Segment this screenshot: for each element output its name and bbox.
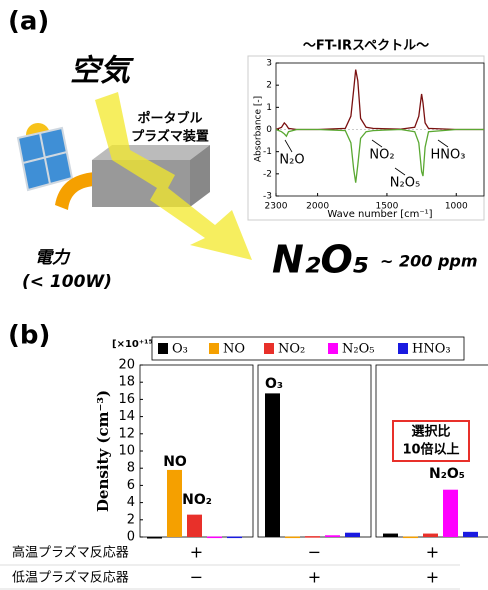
legend-swatch <box>328 343 338 354</box>
annotation: NO₂ <box>369 148 394 163</box>
condition-label: 高温プラズマ反応器 <box>12 545 129 561</box>
x-tick-label: 2300 <box>265 202 288 212</box>
y-tick-label: -1 <box>263 147 272 157</box>
y-tick-label: 10 <box>118 444 135 459</box>
annotation: N₂O₅ <box>429 466 465 482</box>
highlight-text: 選択比 <box>411 424 450 440</box>
bar <box>383 534 398 537</box>
y-tick-label: 0 <box>266 125 272 135</box>
annotation: HNO₃ <box>431 148 466 163</box>
spectrum-line <box>276 70 484 130</box>
x-tick-label: 1000 <box>445 202 468 212</box>
legend-swatch <box>158 343 168 354</box>
annotation-leader <box>395 168 405 175</box>
subplot-frame <box>140 365 253 537</box>
highlight-text: 10倍以上 <box>402 442 459 458</box>
y-tick-label: 12 <box>118 426 135 441</box>
y-tick-label: 2 <box>127 512 135 527</box>
y-axis-label: Absorbance [-] <box>254 96 264 162</box>
scale-label: [×10⁺¹⁵] <box>112 339 157 350</box>
condition-value: − <box>308 543 321 562</box>
condition-label: 低温プラズマ反応器 <box>12 570 129 586</box>
spectrum-frame <box>248 56 484 220</box>
y-tick-label: 18 <box>118 375 135 390</box>
condition-value: + <box>308 568 321 587</box>
solar-panel <box>18 123 72 190</box>
bar <box>325 535 340 537</box>
legend-label: NO₂ <box>278 342 305 357</box>
y-tick-label: 3 <box>266 59 272 69</box>
bar <box>403 537 418 539</box>
product-label: N₂O₅ <box>272 238 369 282</box>
bar <box>227 537 242 539</box>
condition-value: + <box>426 568 439 587</box>
x-tick-label: 2000 <box>306 202 329 212</box>
legend-label: HNO₃ <box>412 342 451 357</box>
bar <box>207 537 222 539</box>
y-tick-label: 14 <box>118 409 135 424</box>
legend-swatch <box>398 343 408 354</box>
condition-value: − <box>190 568 203 587</box>
panel-label: (a) <box>8 7 49 37</box>
air-label: 空気 <box>70 54 134 89</box>
bar <box>443 490 458 537</box>
power-label: 電力 <box>35 248 71 268</box>
y-tick-label: 2 <box>266 81 272 91</box>
power-limit: (< 100W) <box>22 272 112 292</box>
bar <box>285 537 300 539</box>
device-label: ポータブル <box>137 111 202 127</box>
y-tick-label: 4 <box>127 495 135 510</box>
concentration-label: ~ 200 ppm <box>380 252 478 271</box>
bar <box>305 536 320 538</box>
y-tick-label: -3 <box>263 192 272 202</box>
condition-value: + <box>190 543 203 562</box>
legend-label: O₃ <box>172 342 188 357</box>
bar <box>167 470 182 537</box>
annotation: NO <box>163 454 187 470</box>
figure: (a) 空気 ポータブル プラズマ装置 電力 (< 100W) N₂O₅ ~ 2… <box>0 0 488 590</box>
y-tick-label: 16 <box>118 392 135 407</box>
bar <box>147 537 162 539</box>
y-tick-label: 20 <box>118 358 135 373</box>
annotation: N₂O <box>279 153 304 168</box>
legend-label: NO <box>223 342 245 357</box>
annotation-leader <box>285 140 292 152</box>
annotation-leader <box>372 140 382 147</box>
legend-label: N₂O₅ <box>342 342 374 357</box>
annotation-leader <box>438 140 448 147</box>
annotation: O₃ <box>265 376 283 392</box>
bar <box>423 534 438 537</box>
legend-swatch <box>264 343 274 354</box>
bar <box>187 515 202 537</box>
annotation: NO₂ <box>182 492 212 508</box>
annotation: N₂O₅ <box>390 176 420 191</box>
panel-label: (b) <box>8 321 50 351</box>
y-tick-label: 6 <box>127 478 135 493</box>
y-tick-label: 0 <box>127 530 135 545</box>
x-axis-label: Wave number [cm⁻¹] <box>327 209 432 220</box>
y-axis-label: Density (cm⁻³) <box>94 390 112 512</box>
y-tick-label: -2 <box>263 169 272 179</box>
device-label: プラズマ装置 <box>131 129 209 145</box>
chart-title: ～FT-IRスペクトル～ <box>303 39 429 54</box>
bar <box>463 532 478 537</box>
condition-value: + <box>426 543 439 562</box>
bar <box>265 393 280 537</box>
y-tick-label: 1 <box>266 103 272 113</box>
legend-swatch <box>209 343 219 354</box>
bar <box>345 533 360 537</box>
y-tick-label: 8 <box>127 461 135 476</box>
